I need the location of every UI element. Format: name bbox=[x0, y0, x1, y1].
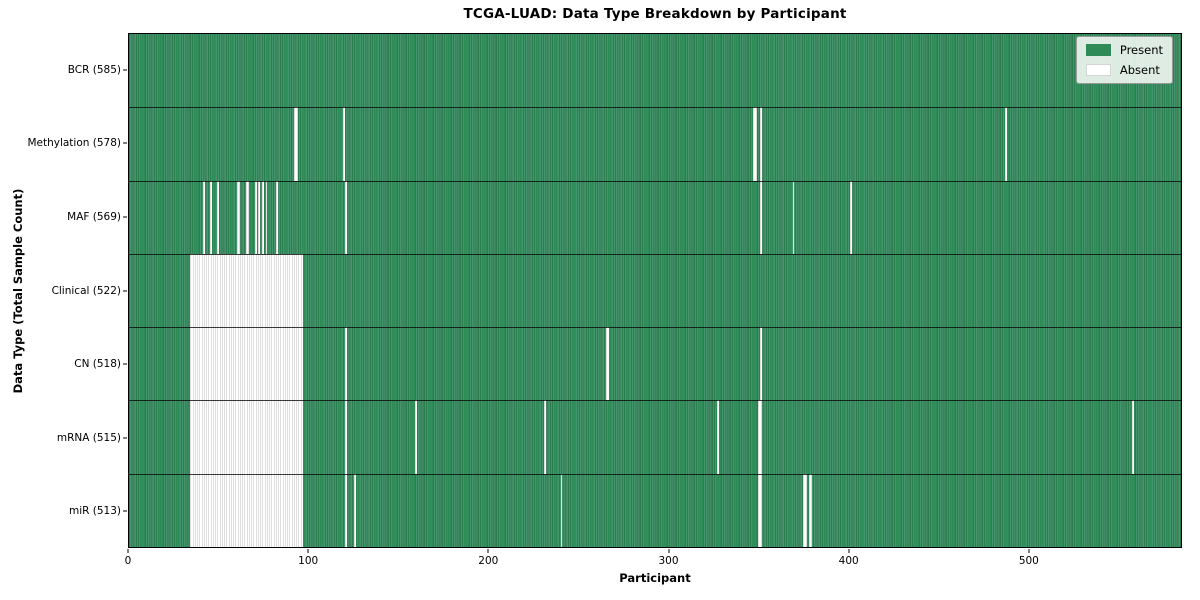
x-tick-label: 400 bbox=[838, 555, 859, 567]
heatmap-row-clinical bbox=[129, 253, 1181, 328]
y-tick-marks bbox=[123, 33, 127, 548]
absent-stripe bbox=[276, 180, 279, 254]
x-tick-label: 500 bbox=[1018, 555, 1039, 567]
absent-stripe bbox=[760, 327, 762, 401]
absent-stripe bbox=[342, 107, 345, 181]
legend-entry-absent: Absent bbox=[1085, 63, 1163, 77]
absent-stripe bbox=[254, 180, 257, 254]
absent-stripe bbox=[605, 327, 610, 401]
absent-stripe bbox=[803, 473, 807, 547]
x-tick-label: 100 bbox=[298, 555, 319, 567]
absent-stripe bbox=[792, 180, 795, 254]
absent-stripe bbox=[265, 180, 268, 254]
x-tick-mark bbox=[307, 549, 309, 553]
y-tick-mark bbox=[123, 142, 127, 144]
absent-stripe bbox=[344, 180, 347, 254]
absent-stripe bbox=[190, 400, 304, 474]
x-axis-label: Participant bbox=[619, 571, 691, 585]
absent-stripe bbox=[758, 473, 762, 547]
heatmap-row-mir bbox=[129, 473, 1181, 547]
absent-swatch-icon bbox=[1085, 64, 1111, 76]
heatmap-row-mrna bbox=[129, 400, 1181, 474]
heatmap-row-methylation bbox=[129, 107, 1181, 181]
absent-stripe bbox=[236, 180, 241, 254]
heatmap-row-cn bbox=[129, 327, 1181, 401]
y-tick-mark bbox=[123, 290, 127, 291]
row-separator bbox=[129, 400, 1181, 402]
plot-area: Present Absent bbox=[128, 33, 1182, 548]
x-tick-mark bbox=[487, 549, 489, 553]
legend-entry-present: Present bbox=[1085, 43, 1163, 57]
absent-stripe bbox=[209, 180, 212, 254]
absent-stripe bbox=[544, 400, 547, 474]
legend-label-absent: Absent bbox=[1119, 63, 1160, 77]
absent-stripe bbox=[190, 327, 304, 401]
x-tick-mark bbox=[127, 549, 129, 553]
absent-stripe bbox=[808, 473, 813, 547]
x-tick-label: 0 bbox=[124, 555, 132, 567]
x-tick-labels: 0 100 200 300 400 500 bbox=[124, 555, 1182, 568]
row-separator bbox=[129, 180, 1181, 182]
absent-stripe bbox=[344, 327, 347, 401]
y-tick-mark bbox=[123, 437, 127, 439]
heatmap-row-maf bbox=[129, 180, 1181, 254]
legend: Present Absent bbox=[1075, 36, 1173, 84]
absent-stripe bbox=[414, 400, 417, 474]
absent-stripe bbox=[717, 400, 719, 474]
y-tick-label: CN (518) bbox=[74, 358, 121, 371]
chart-title: TCGA-LUAD: Data Type Breakdown by Partic… bbox=[463, 6, 847, 22]
x-tick-marks bbox=[127, 549, 1182, 553]
row-separator bbox=[129, 327, 1181, 329]
absent-stripe bbox=[262, 180, 264, 254]
absent-stripe bbox=[344, 400, 347, 474]
row-separator bbox=[129, 253, 1181, 255]
y-tick-label: BCR (585) bbox=[67, 63, 121, 76]
absent-stripe bbox=[760, 180, 762, 254]
x-tick-label: 300 bbox=[658, 555, 679, 567]
absent-stripe bbox=[245, 180, 250, 254]
absent-stripe bbox=[1132, 400, 1135, 474]
absent-stripe bbox=[217, 180, 219, 254]
present-swatch-icon bbox=[1085, 44, 1111, 56]
absent-stripe bbox=[344, 473, 347, 547]
row-separator bbox=[129, 107, 1181, 109]
y-tick-label: MAF (569) bbox=[67, 210, 121, 223]
y-tick-label: Methylation (578) bbox=[27, 137, 121, 150]
absent-stripe bbox=[258, 180, 261, 254]
y-tick-label: Clinical (522) bbox=[51, 284, 121, 297]
absent-stripe bbox=[758, 400, 762, 474]
absent-stripe bbox=[753, 107, 757, 181]
x-tick-label: 200 bbox=[478, 555, 499, 567]
row-separator bbox=[129, 473, 1181, 475]
absent-stripe bbox=[760, 107, 762, 181]
y-tick-mark bbox=[123, 216, 127, 218]
x-tick-mark bbox=[1028, 549, 1030, 553]
heatmap-row-bcr bbox=[129, 34, 1181, 107]
absent-stripe bbox=[190, 253, 304, 328]
y-tick-mark bbox=[123, 510, 127, 512]
x-tick-mark bbox=[848, 549, 850, 553]
absent-stripe bbox=[190, 473, 304, 547]
y-tick-label: miR (513) bbox=[68, 505, 121, 518]
absent-stripe bbox=[1004, 107, 1007, 181]
y-tick-label: mRNA (515) bbox=[56, 431, 121, 444]
absent-stripe bbox=[294, 107, 299, 181]
y-tick-labels: BCR (585) Methylation (578) MAF (569) Clini… bbox=[0, 33, 121, 548]
legend-label-present: Present bbox=[1119, 43, 1163, 57]
y-tick-mark bbox=[123, 363, 127, 365]
absent-stripe bbox=[202, 180, 205, 254]
absent-stripe bbox=[353, 473, 356, 547]
x-tick-mark bbox=[668, 549, 669, 553]
absent-stripe bbox=[850, 180, 852, 254]
y-tick-mark bbox=[123, 69, 127, 71]
absent-stripe bbox=[560, 473, 563, 547]
